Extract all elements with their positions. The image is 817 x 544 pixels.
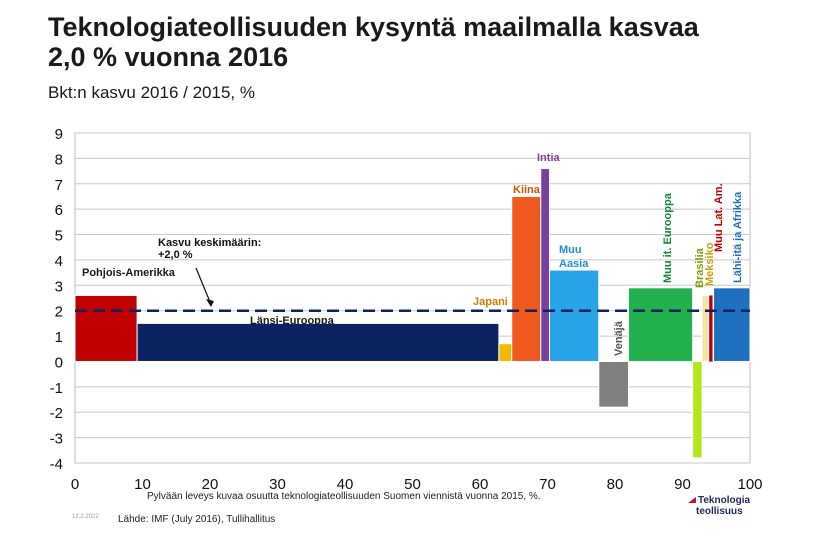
y-tick-label: 6 — [55, 202, 63, 219]
x-tick-label: 20 — [202, 476, 219, 493]
category-label: Muu it. Eurooppa — [662, 192, 674, 283]
bar — [136, 322, 500, 362]
x-tick-label: 0 — [71, 476, 79, 493]
logo-mark-icon — [688, 497, 696, 503]
x-tick-label: 90 — [674, 476, 691, 493]
category-label: Muu Lat. Am. — [713, 183, 725, 252]
average-arrowhead — [206, 299, 214, 307]
y-tick-label: 5 — [55, 228, 63, 245]
logo-text-1: Teknologia — [698, 495, 751, 506]
category-label: Muu — [559, 244, 582, 256]
category-label: Aasia — [559, 258, 589, 270]
average-arrow — [195, 267, 211, 303]
y-tick-label: 7 — [55, 177, 63, 194]
x-tick-label: 80 — [607, 476, 624, 493]
bar — [540, 168, 551, 362]
bar — [701, 294, 709, 362]
y-tick-label: 8 — [55, 151, 63, 168]
category-label: Intia — [537, 152, 560, 164]
average-value-label: +2,0 % — [158, 249, 193, 261]
category-label: Lähi-itä ja Afrikka — [732, 191, 744, 283]
x-tick-label: 40 — [337, 476, 354, 493]
bar — [511, 195, 542, 362]
y-tick-label: -3 — [50, 431, 63, 448]
title-line-1: Teknologiateollisuuden kysyntä maailmall… — [48, 12, 699, 42]
x-tick-label: 100 — [737, 476, 762, 493]
category-label: Länsi-Eurooppa — [250, 315, 335, 327]
chart-title: Teknologiateollisuuden kysyntä maailmall… — [48, 12, 808, 72]
bar — [628, 287, 694, 362]
y-tick-label: -2 — [50, 405, 63, 422]
footnote: Pylvään leveys kuvaa osuutta teknologiat… — [147, 491, 541, 502]
y-tick-label: 3 — [55, 278, 63, 295]
x-tick-label: 50 — [404, 476, 421, 493]
y-tick-label: 4 — [55, 253, 63, 270]
y-tick-label: 0 — [55, 354, 63, 371]
logo-text-2: teollisuus — [696, 506, 743, 517]
y-tick-label: 9 — [55, 126, 63, 143]
bar — [549, 269, 600, 362]
company-logo: Teknologia teollisuus — [688, 495, 750, 517]
bar — [713, 287, 751, 362]
x-tick-label: 30 — [269, 476, 286, 493]
category-label: Meksiko — [704, 242, 716, 286]
bar — [498, 343, 513, 362]
y-tick-label: -4 — [50, 456, 63, 473]
category-label: Brasilia — [694, 247, 706, 288]
average-label: Kasvu keskimäärin: — [158, 237, 261, 249]
category-label: Japani — [473, 296, 508, 308]
y-tick-label: 2 — [55, 304, 63, 321]
source-note: Lähde: IMF (July 2016), Tullihallitus — [118, 514, 276, 525]
title-line-2: 2,0 % vuonna 2016 — [48, 42, 289, 72]
bar-marker — [709, 295, 713, 362]
x-tick-label: 70 — [539, 476, 556, 493]
bar — [74, 294, 138, 362]
bar — [598, 360, 629, 408]
chart-subtitle: Bkt:n kasvu 2016 / 2015, % — [48, 83, 255, 102]
x-tick-label: 60 — [472, 476, 489, 493]
y-tick-label: -1 — [50, 380, 63, 397]
x-tick-label: 10 — [134, 476, 151, 493]
category-label: Pohjois-Amerikka — [82, 267, 176, 279]
y-tick-label: 1 — [55, 329, 63, 346]
bar — [692, 360, 703, 459]
category-label: Kiina — [513, 184, 541, 196]
date-stamp: 12.2.2022 — [72, 514, 99, 520]
category-label: Venäjä — [613, 320, 625, 356]
